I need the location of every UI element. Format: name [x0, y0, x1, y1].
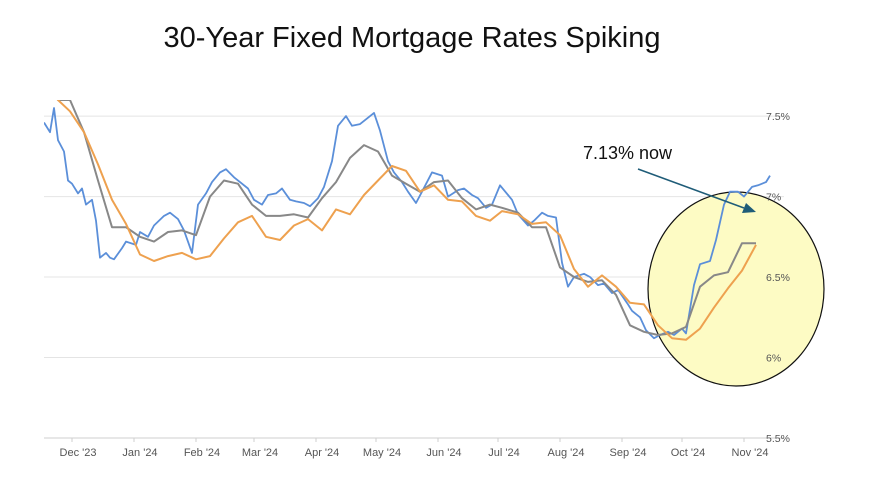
- x-tick-label: Jul '24: [488, 447, 519, 459]
- y-tick-label: 7%: [766, 192, 781, 204]
- highlight-ellipse: [647, 191, 825, 387]
- x-tick-label: Aug '24: [548, 447, 585, 459]
- annotation-arrowhead: [742, 203, 756, 213]
- annotation-label: 7.13% now: [583, 143, 673, 163]
- x-tick-label: May '24: [363, 447, 401, 459]
- x-tick-label: Jan '24: [122, 447, 157, 459]
- x-tick-label: Nov '24: [732, 447, 769, 459]
- x-tick-label: Apr '24: [305, 447, 340, 459]
- x-tick-label: Mar '24: [242, 447, 278, 459]
- x-tick-label: Oct '24: [671, 447, 706, 459]
- series-layer: [44, 100, 771, 341]
- y-tick-label: 7.5%: [766, 111, 790, 123]
- chart-title: 30-Year Fixed Mortgage Rates Spiking: [163, 22, 661, 54]
- annotation-arrow-line: [637, 168, 745, 209]
- series-line-3: [56, 100, 757, 341]
- y-tick-label: 6%: [766, 353, 781, 365]
- x-tick-label: Sep '24: [610, 447, 647, 459]
- series-line-2: [56, 100, 756, 336]
- x-tick-label: Dec '23: [60, 447, 97, 459]
- x-axis-ticks: Dec '23 Jan '24 Feb '24 Mar '24 Apr '24 May '…: [60, 438, 769, 459]
- y-tick-label: 5.5%: [766, 433, 790, 445]
- y-tick-label: 6.5%: [766, 272, 790, 284]
- x-tick-label: Jun '24: [426, 447, 461, 459]
- y-axis-ticks: 5.5% 6% 6.5% 7% 7.5%: [766, 111, 790, 445]
- x-tick-label: Feb '24: [184, 447, 220, 459]
- annotation: 7.13% now: [583, 143, 756, 213]
